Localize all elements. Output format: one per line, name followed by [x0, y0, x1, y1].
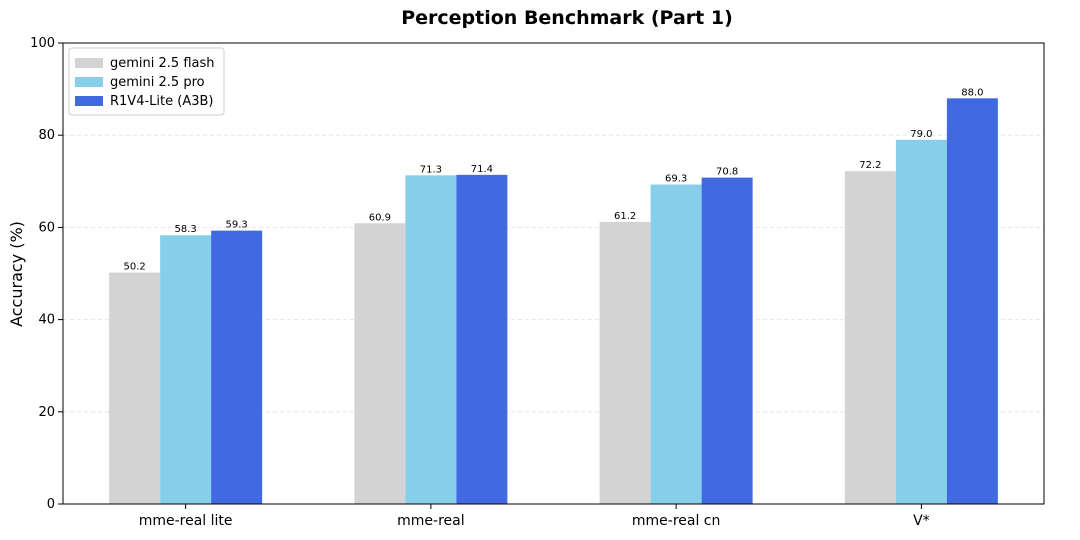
y-ticks-layer: 0 20 40 60 80 100: [30, 36, 63, 512]
bar: [599, 221, 651, 505]
bar: [109, 272, 161, 504]
bar: [650, 184, 702, 505]
legend-swatch: [75, 77, 103, 87]
legend-label: R1V4-Lite (A3B): [110, 94, 213, 109]
legend-label: gemini 2.5 pro: [110, 75, 205, 90]
x-tick-label: mme-real cn: [632, 513, 721, 529]
chart-title: Perception Benchmark (Part 1): [401, 7, 733, 29]
bar-value-label: 58.3: [174, 224, 196, 235]
bar: [160, 235, 212, 504]
bars-layer: [109, 98, 998, 505]
x-tick-label: V*: [913, 513, 930, 529]
bar: [405, 175, 457, 504]
bar-value-label: 79.0: [910, 129, 932, 140]
y-tick-label: 0: [47, 497, 55, 512]
legend-swatch: [75, 96, 103, 106]
bar-value-label: 61.2: [614, 211, 636, 222]
bar-value-label: 88.0: [961, 87, 983, 98]
bar-value-label: 71.3: [420, 164, 442, 175]
plot-frame: [62, 42, 1045, 505]
bar: [946, 98, 998, 504]
bar: [895, 139, 947, 504]
legend-label: gemini 2.5 flash: [110, 56, 214, 71]
y-tick-label: 40: [38, 313, 55, 328]
y-axis-label: Accuracy (%): [7, 221, 26, 327]
bar: [701, 177, 753, 504]
bar: [354, 223, 406, 504]
legend-box: [68, 47, 225, 116]
bar-value-label: 69.3: [665, 174, 687, 185]
y-tick-label: 100: [30, 36, 55, 51]
bar-value-label: 60.9: [369, 212, 391, 223]
bar-value-label: 71.4: [471, 164, 493, 175]
value-labels-layer: 50.2 58.3 59.3 60.9 71.3 71.4 61.2 69.3 70.8 72.2…: [123, 87, 983, 272]
bar-value-label: 72.2: [859, 160, 881, 171]
bar: [844, 171, 896, 504]
bar-value-label: 70.8: [716, 167, 738, 178]
legend-swatch: [75, 58, 103, 68]
y-tick-label: 20: [38, 405, 55, 420]
y-tick-label: 60: [38, 220, 55, 235]
bar-value-label: 59.3: [225, 220, 247, 231]
x-tick-label: mme-real: [397, 513, 464, 529]
bar-value-label: 50.2: [123, 262, 145, 273]
bar: [456, 174, 508, 504]
x-tick-label: mme-real lite: [139, 513, 233, 529]
y-tick-label: 80: [38, 128, 55, 143]
bar: [211, 230, 263, 504]
legend: gemini 2.5 flash gemini 2.5 pro R1V4-Lite …: [68, 47, 225, 116]
x-ticks-layer: mme-real lite mme-real mme-real cn V*: [139, 504, 930, 529]
